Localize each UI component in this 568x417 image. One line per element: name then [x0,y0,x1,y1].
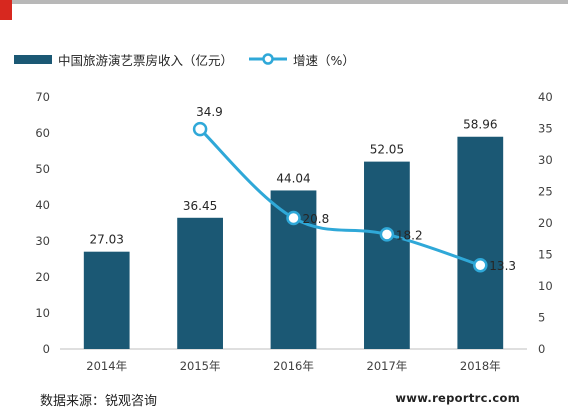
legend-item-revenue: 中国旅游演艺票房收入（亿元） [14,50,233,69]
x-tick-label: 2017年 [367,359,408,373]
legend-swatch-bar [14,54,52,64]
y-left-tick-label: 60 [35,126,50,140]
x-tick-label: 2016年 [273,359,314,373]
y-right-tick-label: 5 [538,311,545,325]
line-data-label: 13.3 [489,259,516,273]
y-left-tick-label: 40 [35,198,50,212]
x-tick-label: 2014年 [86,359,127,373]
y-right-tick-label: 30 [538,153,553,167]
y-right-tick-label: 35 [538,122,553,136]
x-tick-label: 2018年 [460,359,501,373]
line-data-label: 18.2 [396,228,423,242]
y-right-tick-label: 15 [538,248,553,262]
y-left-tick-label: 0 [43,342,50,356]
growth-line [199,128,481,267]
line-data-label: 20.8 [303,212,330,226]
data-source: 数据来源：锐观咨询 [40,394,158,409]
bar-data-label: 58.96 [463,118,497,132]
y-right-tick-label: 40 [538,90,553,104]
line-point [473,257,488,273]
bar [364,161,410,349]
y-right-tick-label: 25 [538,185,553,199]
line-point [286,210,301,226]
y-left-tick-label: 30 [35,234,50,248]
bar-data-label: 44.04 [276,171,310,185]
legend-item-growth: 增速（%） [233,50,355,69]
bar-data-label: 36.45 [183,199,217,213]
top-border [0,0,568,4]
line-point [192,121,208,137]
legend-label-revenue: 中国旅游演艺票房收入（亿元） [58,52,234,68]
y-left-tick-label: 20 [35,270,50,284]
y-left-tick-label: 70 [35,90,50,104]
bar [177,217,223,349]
y-right-tick-label: 20 [538,216,553,230]
bar [83,251,130,349]
website-url: www.reportrc.com [395,391,520,405]
x-tick-label: 2015年 [180,359,221,373]
y-right-tick-label: 10 [538,279,553,293]
legend-label-growth: 增速（%） [293,52,355,68]
y-left-tick-label: 50 [35,162,50,176]
y-left-tick-label: 10 [35,306,50,320]
bar-data-label: 52.05 [370,143,404,157]
bar [457,136,504,349]
chart-legend: 中国旅游演艺票房收入（亿元） 增速（%） [14,49,355,69]
line-data-label: 34.9 [196,105,223,119]
line-point [379,227,395,242]
legend-swatch-line [249,53,288,65]
bar-data-label: 27.03 [90,233,124,247]
y-right-tick-label: 0 [538,342,545,356]
corner-accent [0,0,12,20]
